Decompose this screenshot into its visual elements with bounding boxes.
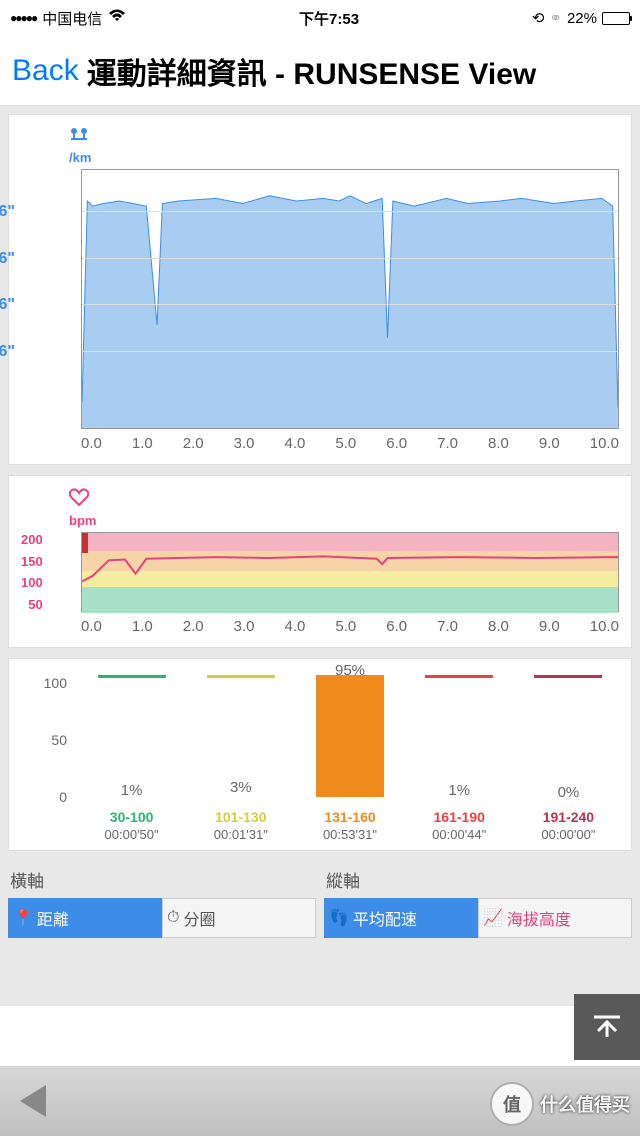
pace-x-labels: 0.01.02.03.04.05.06.07.08.09.010.0 bbox=[81, 435, 619, 452]
bar-y-labels: 100500 bbox=[27, 675, 67, 805]
zone-bar[interactable]: 0% bbox=[514, 675, 623, 805]
back-button[interactable]: Back bbox=[12, 54, 79, 88]
hr-y-labels: 20015010050 bbox=[21, 532, 49, 612]
h-axis-分圈[interactable]: ⏱分圈 bbox=[162, 898, 316, 938]
zone-bar-panel: 100500 1%3%95%1%0% 30-100101-130131-1601… bbox=[8, 658, 632, 851]
pace-chart-panel: /km 5'46"7'26"9'06"10'46" 0.01.02.03.04.… bbox=[8, 114, 632, 465]
hr-unit: bpm bbox=[69, 513, 96, 528]
hr-line bbox=[82, 533, 618, 611]
pace-icon bbox=[69, 127, 89, 148]
signal-dots: ●●●●● bbox=[10, 11, 36, 25]
zone-bar[interactable]: 3% bbox=[186, 675, 295, 805]
pace-chart-box[interactable] bbox=[81, 169, 619, 429]
bottom-nav-bar: 值 什么值得买 bbox=[0, 1066, 640, 1136]
pace-line bbox=[82, 170, 618, 428]
watermark: 值 什么值得买 bbox=[490, 1082, 630, 1126]
scroll-top-button[interactable] bbox=[574, 994, 640, 1060]
battery-pct: 22% bbox=[567, 10, 597, 27]
watermark-icon: 值 bbox=[490, 1082, 534, 1126]
h-axis-title: 橫軸 bbox=[8, 861, 316, 898]
watermark-text: 什么值得买 bbox=[540, 1091, 630, 1117]
status-bar: ●●●●● 中国电信 下午7:53 ⟲ ⚭ 22% bbox=[0, 0, 640, 36]
bar-area: 100500 1%3%95%1%0% bbox=[77, 675, 623, 805]
nav-bar: Back 運動詳細資訊 - RUNSENSE View bbox=[0, 36, 640, 106]
hr-chart-panel: bpm 20015010050 0.01.02.03.04.05.06.07.0… bbox=[8, 475, 632, 648]
h-axis-距離[interactable]: 📍距離 bbox=[8, 898, 162, 938]
bar-time-labels: 00:00'50"00:01'31"00:53'31"00:00'44"00:0… bbox=[77, 827, 623, 842]
pace-unit: /km bbox=[69, 150, 91, 165]
content-area: /km 5'46"7'26"9'06"10'46" 0.01.02.03.04.… bbox=[0, 106, 640, 1006]
battery-icon bbox=[602, 12, 630, 25]
wifi-icon bbox=[108, 9, 126, 27]
hr-chart-box[interactable] bbox=[81, 532, 619, 612]
v-axis-平均配速[interactable]: 👣平均配速 bbox=[324, 898, 478, 938]
heart-icon bbox=[69, 488, 89, 511]
bluetooth-icon: ⚭ bbox=[549, 9, 562, 27]
bar-range-labels: 30-100101-130131-160161-190191-240 bbox=[77, 809, 623, 825]
lock-icon: ⟲ bbox=[532, 9, 545, 27]
page-title: 運動詳細資訊 - RUNSENSE View bbox=[87, 49, 537, 93]
zone-bar[interactable]: 1% bbox=[405, 675, 514, 805]
status-time: 下午7:53 bbox=[126, 8, 532, 29]
zone-bar[interactable]: 1% bbox=[77, 675, 186, 805]
v-axis-海拔高度[interactable]: 📈海拔高度 bbox=[478, 898, 632, 938]
carrier: 中国电信 bbox=[42, 8, 102, 29]
hr-x-labels: 0.01.02.03.04.05.06.07.08.09.010.0 bbox=[81, 618, 619, 635]
zone-bar[interactable]: 95% bbox=[295, 675, 404, 805]
v-axis-title: 縱軸 bbox=[324, 861, 632, 898]
axis-controls: 橫軸 📍距離⏱分圈 縱軸 👣平均配速📈海拔高度 bbox=[0, 861, 640, 938]
back-triangle-button[interactable] bbox=[20, 1085, 46, 1117]
